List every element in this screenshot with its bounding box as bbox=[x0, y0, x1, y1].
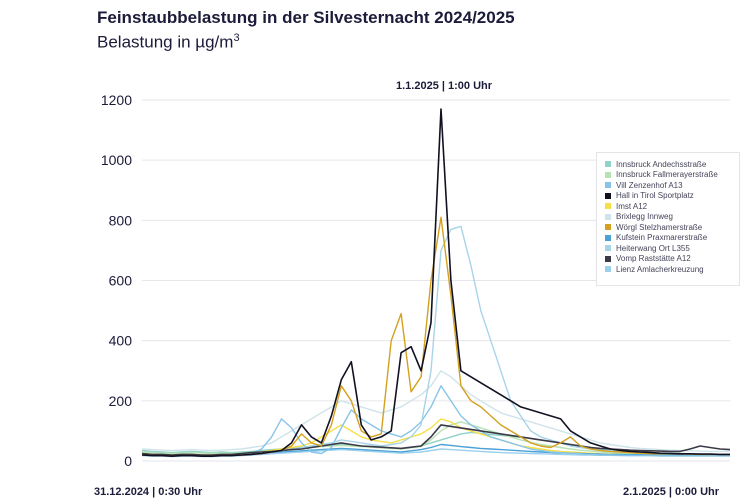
legend-item: Kufstein Praxmarerstraße bbox=[605, 233, 739, 244]
peak-annotation: 1.1.2025 | 1:00 Uhr bbox=[396, 80, 493, 92]
chart-title: Feinstaubbelastung in der Silvesternacht… bbox=[97, 8, 515, 27]
legend-swatch bbox=[605, 266, 611, 273]
chart-subtitle: Belastung in µg/m3 bbox=[97, 32, 240, 53]
legend-label: Lienz Amlacherkreuzung bbox=[616, 264, 704, 274]
legend-item: Hall in Tirol Sportplatz bbox=[605, 191, 739, 202]
legend-label: Brixlegg Innweg bbox=[616, 212, 673, 222]
legend-item: Imst A12 bbox=[605, 201, 739, 212]
y-tick-label: 200 bbox=[109, 393, 133, 409]
legend-label: Heiterwang Ort L355 bbox=[616, 243, 690, 253]
legend-item: Brixlegg Innweg bbox=[605, 212, 739, 223]
y-tick-label: 400 bbox=[109, 333, 133, 349]
legend-swatch bbox=[605, 192, 611, 199]
legend-swatch bbox=[605, 182, 611, 189]
legend-item: Heiterwang Ort L355 bbox=[605, 243, 739, 254]
series-line-3 bbox=[141, 108, 730, 458]
legend-label: Vomp Raststätte A12 bbox=[616, 254, 691, 264]
x-axis-start-label: 31.12.2024 | 0:30 Uhr bbox=[94, 486, 203, 498]
legend-label: Innsbruck Fallmerayerstraße bbox=[616, 170, 718, 180]
y-tick-label: 0 bbox=[124, 453, 132, 469]
legend-item: Vomp Raststätte A12 bbox=[605, 254, 739, 265]
legend-swatch bbox=[605, 171, 611, 178]
legend-label: Wörgl Stelzhamerstraße bbox=[616, 222, 703, 232]
y-tick-label: 800 bbox=[109, 212, 133, 228]
series-lines bbox=[141, 108, 731, 458]
legend-item: Vill Zenzenhof A13 bbox=[605, 180, 739, 191]
legend-swatch bbox=[605, 213, 611, 220]
series-line-5 bbox=[141, 370, 730, 453]
y-tick-label: 1000 bbox=[101, 152, 132, 168]
legend-item: Lienz Amlacherkreuzung bbox=[605, 264, 739, 275]
legend-swatch bbox=[605, 255, 611, 262]
legend-item: Innsbruck Andechsstraße bbox=[605, 159, 739, 170]
subtitle-exponent: 3 bbox=[233, 32, 240, 44]
y-tick-label: 1200 bbox=[101, 92, 132, 108]
legend-label: Imst A12 bbox=[616, 201, 648, 211]
legend-label: Kufstein Praxmarerstraße bbox=[616, 233, 708, 243]
legend-label: Innsbruck Andechsstraße bbox=[616, 159, 707, 169]
x-axis-end-label: 2.1.2025 | 0:00 Uhr bbox=[623, 486, 720, 498]
legend-swatch bbox=[605, 203, 611, 210]
subtitle-text: Belastung in µg/m bbox=[97, 32, 234, 52]
chart-legend: Innsbruck Andechsstraße Innsbruck Fallmer… bbox=[596, 152, 740, 286]
legend-swatch bbox=[605, 245, 611, 252]
legend-swatch bbox=[605, 224, 611, 231]
y-tick-label: 600 bbox=[109, 273, 133, 289]
series-line-9 bbox=[141, 424, 731, 456]
legend-label: Hall in Tirol Sportplatz bbox=[616, 191, 694, 201]
legend-swatch bbox=[605, 161, 611, 168]
legend-item: Wörgl Stelzhamerstraße bbox=[605, 222, 739, 233]
legend-item: Innsbruck Fallmerayerstraße bbox=[605, 170, 739, 181]
y-axis-ticks: 0 200 400 600 800 1000 1200 bbox=[101, 92, 132, 469]
legend-label: Vill Zenzenhof A13 bbox=[616, 180, 683, 190]
legend-swatch bbox=[605, 234, 611, 241]
